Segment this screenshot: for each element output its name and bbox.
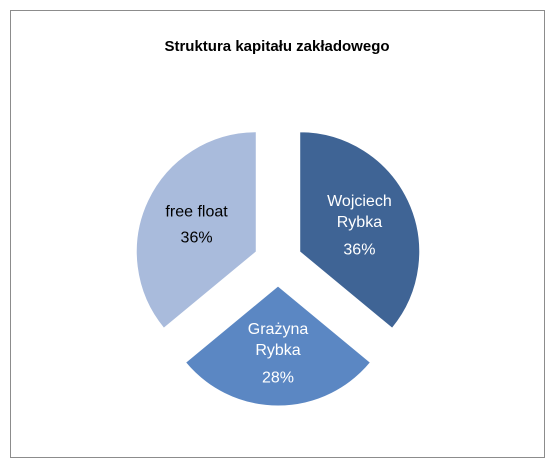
slice-category-label: Grażyna Rybka [247,321,309,359]
slice-category-label: Wojciech Rybka [327,192,392,231]
pie-slice [135,131,257,329]
slice-category-label: free float [165,203,228,221]
pie-slice [184,285,372,407]
slice-value-label: 28% [261,369,295,387]
slice-value-label: 36% [343,241,376,259]
pie-slice [299,131,421,329]
chart-title: Struktura kapitału zakładowego [164,38,390,55]
slice-value-label: 36% [180,229,213,247]
